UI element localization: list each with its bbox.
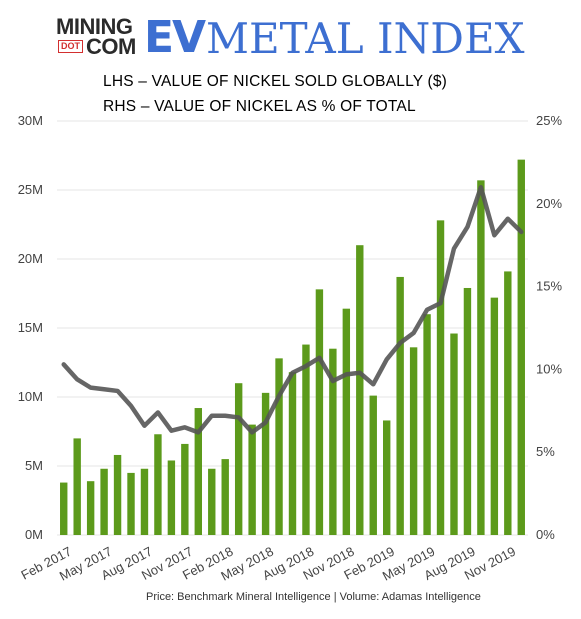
bar [73, 438, 81, 535]
bar [60, 482, 68, 535]
bar [288, 372, 297, 535]
header: MINING DOT COM EV METAL INDEX [56, 12, 556, 63]
y-left-tick-label: 15M [18, 320, 43, 335]
share-line [61, 184, 524, 435]
chart-source-note: Price: Benchmark Mineral Intelligence | … [146, 591, 481, 603]
bar [423, 314, 431, 535]
bar [167, 460, 176, 535]
y-left-tick-label: 25M [18, 182, 43, 197]
bar [127, 472, 135, 535]
y-left-tick-label: 0M [25, 527, 43, 542]
bar [396, 276, 404, 535]
bar [504, 271, 512, 535]
bar [329, 348, 337, 535]
y-right-tick-label: 10% [536, 361, 562, 376]
y-left-tick-label: 20M [18, 251, 43, 266]
bar [409, 347, 418, 535]
bar [302, 344, 310, 535]
bar [221, 459, 229, 535]
bar [490, 297, 499, 535]
bar [113, 454, 122, 535]
bar [261, 392, 270, 535]
bar [342, 308, 351, 535]
y-right-tick-label: 15% [536, 279, 562, 294]
bar [369, 395, 377, 535]
bar [208, 468, 216, 535]
bar [450, 333, 458, 535]
bar [436, 220, 445, 536]
chart-line-rhs: RHS – VALUE OF NICKEL AS % OF TOTAL [103, 98, 416, 115]
bar [194, 408, 203, 535]
bar [356, 245, 364, 535]
bar [140, 468, 149, 535]
title-ev: EV [144, 12, 206, 63]
y-right-tick-label: 5% [536, 444, 555, 459]
y-left-tick-label: 10M [18, 389, 43, 404]
y-right-tick-label: 25% [536, 113, 562, 128]
bar [234, 383, 243, 535]
bar [86, 481, 95, 535]
bar [275, 358, 283, 535]
bar [477, 180, 485, 535]
logo-mining-text: MINING [56, 14, 133, 39]
y-right-tick-label: 20% [536, 196, 562, 211]
bar [181, 443, 189, 535]
bar [248, 424, 256, 535]
bar [100, 468, 108, 535]
y-left-tick-label: 30M [18, 113, 43, 128]
logo-dot-badge: DOT [58, 40, 83, 53]
bar [463, 287, 472, 535]
bar [315, 289, 324, 535]
chart-line-lhs: LHS – VALUE OF NICKEL SOLD GLOBALLY ($) [103, 73, 448, 90]
logo-com-text: COM [86, 34, 136, 59]
y-right-tick-label: 0% [536, 527, 555, 542]
title-metal-index: METAL INDEX [206, 14, 525, 63]
bar [517, 159, 525, 535]
y-left-tick-label: 5M [25, 458, 43, 473]
bar [382, 420, 391, 535]
bar [154, 434, 162, 535]
